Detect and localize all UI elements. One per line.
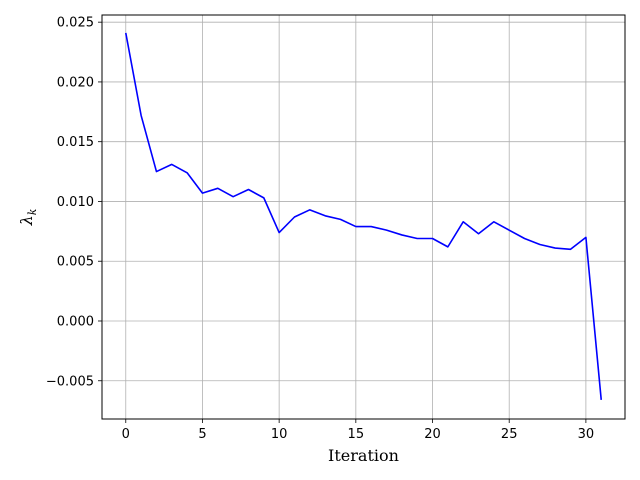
y-tick-label: 0.005 xyxy=(57,255,94,270)
x-axis-label: Iteration xyxy=(328,446,399,465)
x-tick-label: 25 xyxy=(501,427,518,442)
plot-frame xyxy=(101,14,626,420)
y-tick-label: 0.000 xyxy=(57,314,94,329)
y-tick-label: 0.020 xyxy=(57,75,94,90)
x-tick-label: 10 xyxy=(271,427,288,442)
x-axis-ticks: 0 5 10 15 20 25 30 xyxy=(122,419,595,442)
series-layer xyxy=(124,32,603,400)
y-tick-label: −0.005 xyxy=(46,374,94,389)
x-tick-label: 20 xyxy=(424,427,441,442)
y-axis-label-subscript: k xyxy=(26,208,39,215)
series-line xyxy=(124,32,603,400)
y-tick-label: 0.025 xyxy=(57,16,94,31)
y-axis-ticks: −0.005 0.000 0.005 0.010 0.015 0.020 0.025 xyxy=(46,16,102,389)
y-axis-label-symbol: λ xyxy=(17,215,36,226)
y-tick-label: 0.015 xyxy=(57,135,94,150)
y-axis-label: λk xyxy=(17,208,39,226)
grid xyxy=(102,15,625,419)
y-tick-label: 0.010 xyxy=(57,195,94,210)
x-tick-label: 15 xyxy=(348,427,365,442)
x-tick-label: 30 xyxy=(578,427,595,442)
x-tick-label: 0 xyxy=(122,427,130,442)
x-tick-label: 5 xyxy=(198,427,206,442)
